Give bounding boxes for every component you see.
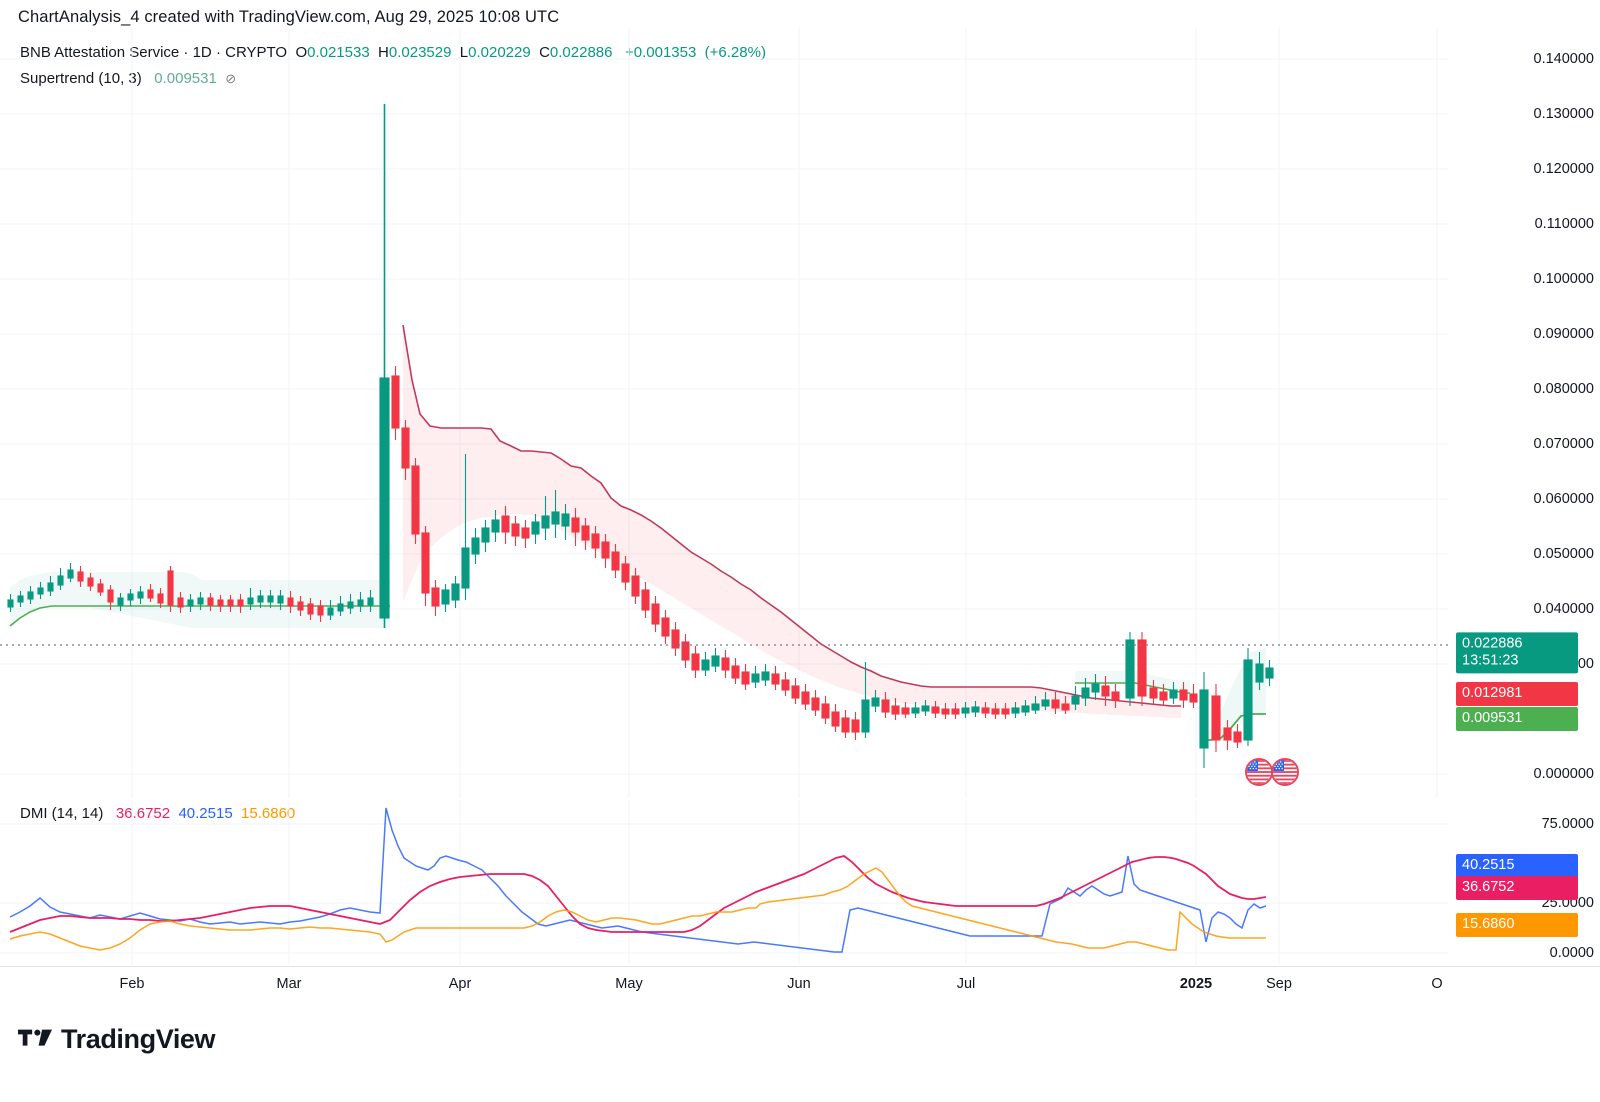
time-tick: Mar <box>276 976 302 992</box>
price-tick: 0.000000 <box>1533 766 1594 782</box>
legend-low-key: L <box>459 44 469 61</box>
dmi-minus-di-badge-value: 15.6860 <box>1462 915 1515 932</box>
price-tick: 0.070000 <box>1533 436 1594 452</box>
price-gridlines-horizontal <box>0 58 1448 775</box>
dmi-plus-di-badge-value: 40.2515 <box>1462 856 1515 873</box>
supertrend-upper-value: 0.012981 <box>1462 684 1523 701</box>
us-flag-icon <box>1247 760 1271 784</box>
time-tick: Jul <box>956 976 976 992</box>
legend-change-percent: (+6.28%) <box>704 44 766 61</box>
last-price-countdown: 13:51:23 <box>1462 652 1519 669</box>
chart-legend-supertrend[interactable]: Supertrend (10, 3) 0.009531 ⊘ <box>20 70 236 87</box>
price-tick: 0.040000 <box>1533 601 1594 617</box>
time-tick: Feb <box>119 976 145 992</box>
dmi-indicator-pane[interactable] <box>0 800 1448 965</box>
price-tick: 0.120000 <box>1533 161 1594 177</box>
tradingview-logo: TradingView <box>18 1024 216 1055</box>
spike-candle <box>379 104 390 628</box>
legend-low-value: 0.020229 <box>468 44 531 61</box>
us-flag-icon <box>1273 760 1297 784</box>
legend-open-key: O <box>295 44 308 61</box>
legend-close-key: C <box>539 44 550 61</box>
chart-legend-dmi[interactable]: DMI (14, 14) 36.6752 40.2515 15.6860 <box>20 805 295 822</box>
hide-indicator-icon[interactable]: ⊘ <box>225 71 237 86</box>
price-tick: 0.050000 <box>1533 546 1594 562</box>
rally-candle-1 <box>1125 632 1135 706</box>
dmi-adx-value: 36.6752 <box>115 805 171 822</box>
dmi-minus-di-badge[interactable]: 15.6860 <box>1456 912 1578 938</box>
price-gridlines-vertical <box>131 28 1438 798</box>
last-price-badge[interactable]: 0.022886 13:51:23 <box>1456 632 1578 674</box>
price-tick: 0.110000 <box>1534 216 1594 232</box>
price-tick: 0.090000 <box>1533 326 1594 342</box>
breakout-candle <box>1243 648 1274 746</box>
dmi-gridlines-vertical <box>131 800 1280 965</box>
price-plot-svg <box>0 28 1448 798</box>
legend-interval[interactable]: 1D <box>192 44 212 61</box>
supertrend-upper-badge[interactable]: 0.012981 <box>1456 681 1578 707</box>
supertrend-value: 0.009531 <box>154 70 217 87</box>
time-tick: Jun <box>787 976 811 992</box>
price-tick: 0.060000 <box>1533 491 1594 507</box>
price-tick: 0.080000 <box>1533 381 1594 397</box>
legend-close-value: 0.022886 <box>549 44 613 61</box>
supertrend-label[interactable]: Supertrend (10, 3) <box>20 70 142 87</box>
legend-exchange: CRYPTO <box>225 44 288 61</box>
legend-separator-1: · <box>183 44 189 61</box>
dmi-plot-svg <box>0 800 1448 965</box>
time-tick: O <box>1431 976 1443 992</box>
time-tick: Apr <box>448 976 472 992</box>
tradingview-mark-icon <box>18 1029 52 1046</box>
price-scale[interactable]: 0.140000 0.130000 0.120000 0.110000 0.10… <box>1448 28 1600 798</box>
dmi-gridlines-horizontal <box>0 823 1448 954</box>
price-chart-pane[interactable] <box>0 28 1448 798</box>
dmi-label[interactable]: DMI (14, 14) <box>20 805 104 822</box>
chart-watermark-title: ChartAnalysis_4 created with TradingView… <box>18 8 560 26</box>
time-tick: May <box>615 976 643 992</box>
dmi-scale[interactable]: 75.0000 25.0000 0.0000 40.2515 36.6752 1… <box>1448 800 1600 965</box>
dmi-minus-di-line <box>9 867 1266 951</box>
legend-change-absolute: +0.001353 <box>625 44 697 61</box>
dmi-adx-line <box>9 855 1267 933</box>
dmi-plus-di-badge[interactable]: 40.2515 <box>1456 853 1578 879</box>
economic-event-flag-us-2[interactable] <box>1271 758 1299 786</box>
time-tick-year: 2025 <box>1179 976 1213 992</box>
supertrend-lower-badge[interactable]: 0.009531 <box>1456 706 1578 732</box>
supertrend-bearish-line <box>402 324 1181 707</box>
price-tick: 0.140000 <box>1533 51 1594 67</box>
dmi-plus-di-value: 40.2515 <box>178 805 233 822</box>
tradingview-logo-text: TradingView <box>61 1024 216 1054</box>
time-tick: Sep <box>1266 976 1292 992</box>
supertrend-lower-value: 0.009531 <box>1462 709 1523 726</box>
dmi-tick: 0.0000 <box>1549 945 1594 961</box>
price-tick: 0.130000 <box>1533 106 1594 122</box>
time-scale[interactable]: Feb Mar Apr May Jun Jul 2025 Sep O <box>0 966 1600 1006</box>
chart-legend-main[interactable]: BNB Attestation Service · 1D · CRYPTO O0… <box>20 44 766 61</box>
last-price-value: 0.022886 <box>1462 635 1523 652</box>
supertrend-bullish-line-left <box>9 605 390 627</box>
legend-separator-2: · <box>215 44 221 61</box>
dmi-tick: 75.0000 <box>1541 816 1594 832</box>
legend-symbol[interactable]: BNB Attestation Service <box>20 44 180 61</box>
candlestick-series <box>7 104 1274 768</box>
dmi-plus-di-line <box>9 807 1267 953</box>
price-tick: 0.100000 <box>1533 271 1594 287</box>
supertrend-bearish-fill <box>403 325 1181 718</box>
economic-event-flag-us-1[interactable] <box>1245 758 1273 786</box>
legend-high-value: 0.023529 <box>388 44 452 61</box>
dmi-adx-badge[interactable]: 36.6752 <box>1456 875 1578 901</box>
legend-open-value: 0.021533 <box>307 44 370 61</box>
legend-high-key: H <box>378 44 389 61</box>
dmi-adx-badge-value: 36.6752 <box>1462 878 1515 895</box>
dmi-minus-di-value: 15.6860 <box>241 805 296 822</box>
